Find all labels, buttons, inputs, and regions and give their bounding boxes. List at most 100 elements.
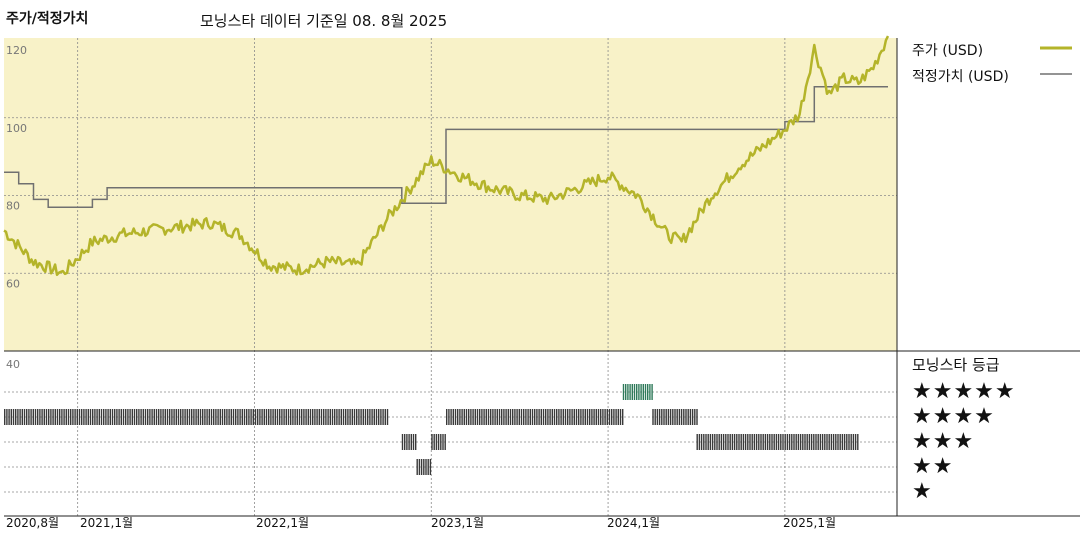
rating-tick — [144, 409, 147, 425]
rating-tick — [830, 434, 833, 450]
rating-tick — [188, 409, 191, 425]
rating-tick — [138, 409, 140, 425]
rating-tick — [608, 409, 611, 425]
rating-tick — [775, 434, 778, 450]
rating-tick — [15, 409, 17, 425]
rating-tick — [817, 434, 819, 450]
rating-tick — [401, 434, 404, 450]
rating-tick — [672, 409, 674, 425]
rating-tick — [749, 434, 751, 450]
rating-tick — [442, 434, 444, 450]
rating-tick — [806, 434, 808, 450]
rating-tick — [575, 409, 578, 425]
rating-tick — [674, 409, 676, 425]
rating-tick — [109, 409, 111, 425]
rating-tick — [380, 409, 382, 425]
rating-tick — [584, 409, 586, 425]
rating-tick — [479, 409, 481, 425]
rating-tick — [239, 409, 241, 425]
rating-tick — [705, 434, 707, 450]
rating-tick — [696, 409, 698, 425]
rating-tick — [169, 409, 171, 425]
rating-tick — [463, 409, 465, 425]
rating-tick — [48, 409, 50, 425]
rating-tick — [652, 409, 654, 425]
price-legend-label: 주가 (USD) — [912, 43, 984, 59]
y-tick-label: 120 — [6, 44, 27, 57]
rating-tick — [423, 459, 425, 475]
rating-tick — [114, 409, 116, 425]
rating-tick — [213, 409, 215, 425]
rating-tick — [529, 409, 531, 425]
rating-tick — [780, 434, 782, 450]
rating-tick — [261, 409, 263, 425]
rating-tick — [307, 409, 309, 425]
rating-tick — [39, 409, 41, 425]
rating-tick — [487, 409, 490, 425]
rating-tick — [567, 409, 569, 425]
rating-tick — [786, 434, 789, 450]
rating-tick — [74, 409, 76, 425]
rating-tick — [496, 409, 498, 425]
rating-tick — [210, 409, 213, 425]
rating-tick — [329, 409, 331, 425]
rating-tick — [683, 409, 685, 425]
rating-tick — [235, 409, 237, 425]
rating-tick — [644, 384, 647, 400]
rating-tick — [516, 409, 518, 425]
rating-tick — [490, 409, 492, 425]
rating-tick — [276, 409, 279, 425]
rating-tick — [404, 434, 406, 450]
y-tick-label: 80 — [6, 200, 20, 213]
rating-tick — [527, 409, 529, 425]
rating-tick — [373, 409, 375, 425]
rating-tick — [448, 409, 450, 425]
rating-tick — [283, 409, 285, 425]
rating-tick — [65, 409, 67, 425]
rating-tick — [6, 409, 8, 425]
rating-tick — [52, 409, 54, 425]
rating-tick — [336, 409, 338, 425]
rating-tick — [259, 409, 261, 425]
rating-tick — [248, 409, 250, 425]
rating-tick — [760, 434, 762, 450]
rating-tick — [824, 434, 826, 450]
rating-tick — [547, 409, 549, 425]
rating-tick — [556, 409, 558, 425]
rating-tick — [353, 409, 356, 425]
rating-tick — [257, 409, 259, 425]
rating-tick — [347, 409, 349, 425]
rating-tick — [501, 409, 503, 425]
rating-tick — [518, 409, 520, 425]
rating-tick — [208, 409, 210, 425]
rating-tick — [217, 409, 219, 425]
rating-tick — [184, 409, 186, 425]
rating-tick — [694, 409, 696, 425]
rating-tick — [193, 409, 195, 425]
rating-tick — [28, 409, 30, 425]
rating-tick — [474, 409, 476, 425]
rating-tick — [738, 434, 740, 450]
rating-tick — [804, 434, 806, 450]
rating-tick — [843, 434, 846, 450]
rating-tick — [839, 434, 841, 450]
rating-tick — [224, 409, 226, 425]
rating-tick — [755, 434, 758, 450]
rating-tick — [105, 409, 107, 425]
rating-tick — [437, 434, 440, 450]
rating-tick — [846, 434, 848, 450]
rating-tick — [85, 409, 87, 425]
rating-tick — [323, 409, 325, 425]
rating-tick — [246, 409, 248, 425]
rating-tick — [131, 409, 133, 425]
rating-tick — [523, 409, 525, 425]
rating-tick — [815, 434, 817, 450]
rating-tick — [733, 434, 736, 450]
rating-tick — [538, 409, 540, 425]
rating-tick — [56, 409, 59, 425]
rating-tick — [564, 409, 567, 425]
rating-tick — [175, 409, 177, 425]
rating-tick — [274, 409, 276, 425]
rating-tick — [140, 409, 142, 425]
rating-tick — [221, 409, 224, 425]
